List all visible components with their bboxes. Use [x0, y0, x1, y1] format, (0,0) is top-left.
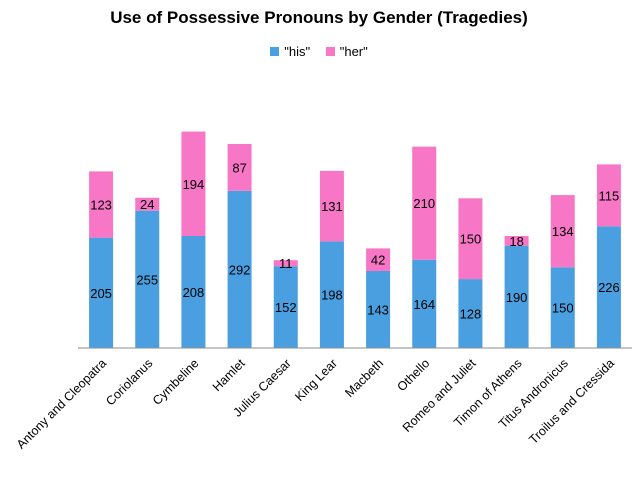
chart-legend: "his" "her"	[0, 44, 638, 59]
data-label: 131	[321, 199, 343, 214]
bar-his	[550, 267, 575, 348]
data-label: 150	[460, 232, 482, 247]
bar-his	[135, 210, 160, 348]
data-label: 24	[140, 197, 154, 212]
bar-his	[89, 237, 114, 348]
bar-his	[504, 245, 529, 348]
legend-item-his: "his"	[270, 44, 310, 59]
bar-her	[135, 197, 160, 211]
bar-his	[273, 266, 298, 348]
bar-her	[273, 260, 298, 267]
data-label: 18	[509, 234, 523, 249]
legend-swatch-her	[325, 47, 335, 56]
data-label: 152	[275, 300, 297, 315]
bar-his	[366, 271, 391, 348]
bar-his	[181, 236, 206, 348]
data-label: 208	[183, 285, 205, 300]
legend-label-her: "her"	[339, 44, 368, 59]
data-label: 123	[90, 198, 112, 213]
bar-her	[412, 146, 437, 260]
data-label: 87	[232, 160, 246, 175]
data-label: 115	[599, 188, 620, 203]
data-label: 198	[321, 288, 343, 303]
x-tick-label: Cymbeline	[150, 356, 202, 408]
data-label: 164	[413, 297, 435, 312]
x-tick-label: Macbeth	[342, 356, 386, 400]
x-tick-label: Coriolanus	[103, 356, 155, 408]
data-label: 226	[598, 280, 620, 295]
data-label: 134	[552, 224, 574, 239]
bar-his	[458, 279, 483, 348]
legend-label-his: "his"	[284, 44, 311, 59]
x-tick-label: Antony and Cleopatra	[14, 356, 109, 451]
legend-item-her: "her"	[325, 44, 368, 59]
data-label: 11	[279, 256, 293, 271]
x-tick-label: Hamlet	[210, 356, 248, 394]
data-label: 42	[371, 253, 385, 268]
x-tick-label: King Lear	[292, 356, 340, 404]
legend-swatch-his	[270, 47, 280, 56]
data-label: 128	[460, 307, 482, 322]
data-label: 255	[136, 272, 158, 287]
bar-her	[458, 198, 483, 280]
bar-her	[319, 170, 344, 242]
bar-his	[412, 259, 437, 348]
x-tick-label: Othello	[394, 356, 432, 394]
data-label: 210	[413, 196, 435, 211]
bar-her	[504, 236, 529, 246]
x-tick-label: Troilus and Cressida	[526, 356, 617, 447]
bar-her	[89, 171, 114, 238]
bar-her	[596, 164, 621, 227]
data-label: 194	[183, 177, 205, 192]
bar-his	[227, 190, 252, 348]
data-label: 143	[367, 303, 389, 318]
bar-his	[319, 241, 344, 348]
bar-his	[596, 226, 621, 348]
data-label: 292	[229, 262, 251, 277]
data-label: 205	[90, 286, 112, 301]
bar-her	[550, 195, 575, 268]
data-label: 190	[506, 290, 528, 305]
bar-her	[181, 131, 206, 237]
bar-her	[227, 143, 252, 191]
bar-her	[366, 248, 391, 272]
chart-title: Use of Possessive Pronouns by Gender (Tr…	[110, 8, 528, 27]
data-label: 150	[552, 301, 574, 316]
